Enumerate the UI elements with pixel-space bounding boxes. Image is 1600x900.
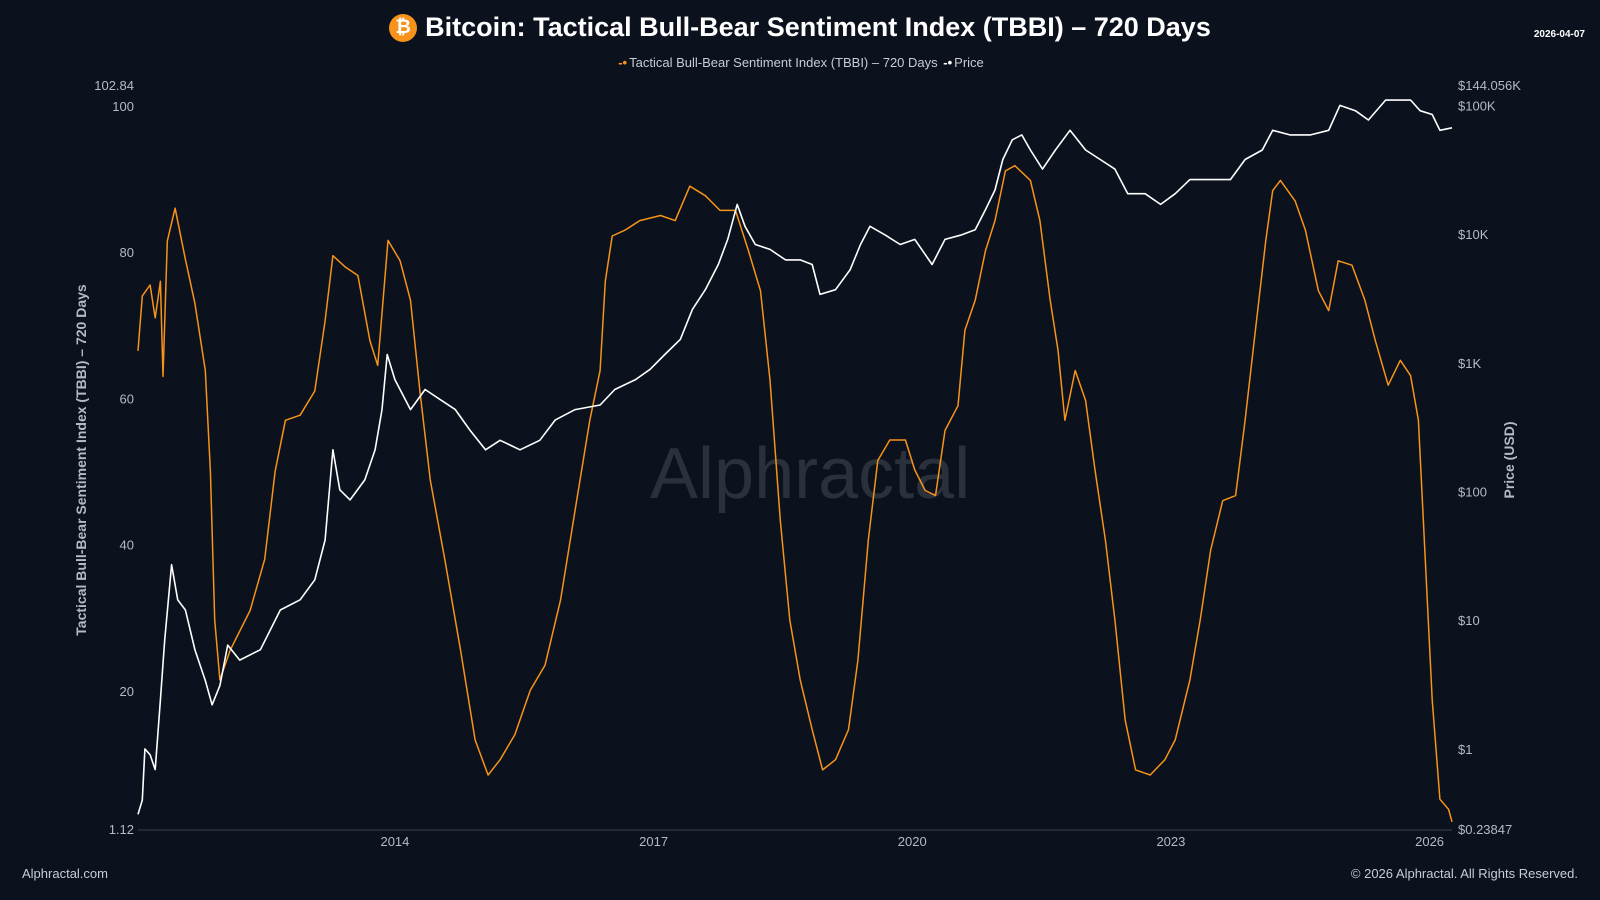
y-right-tick-label: $1K (1458, 356, 1481, 371)
date-label: 2026-04-07 (1533, 29, 1585, 40)
x-tick-label: 2020 (898, 834, 927, 849)
y-left-axis-title: Tactical Bull-Bear Sentiment Index (TBBI… (73, 284, 89, 636)
x-tick-label: 2023 (1156, 834, 1185, 849)
y-right-tick-label: $1 (1458, 742, 1472, 757)
price-line (137, 99, 1453, 815)
bitcoin-icon: ₿ (389, 14, 418, 42)
y-right-axis-title: Price (USD) (1501, 421, 1517, 498)
legend: -• Tactical Bull-Bear Sentiment Index (TB… (0, 55, 1600, 70)
legend-item-price[interactable]: Price (954, 55, 984, 70)
y-left-tick-label: 102.84 (94, 78, 134, 93)
y-left-tick-label: 100 (112, 99, 134, 114)
y-left-tick-label: 80 (120, 245, 134, 260)
legend-item-tbbi[interactable]: Tactical Bull-Bear Sentiment Index (TBBI… (629, 55, 938, 70)
x-tick-label: 2026 (1415, 834, 1444, 849)
y-right-tick-label: $0.23847 (1458, 822, 1512, 837)
y-left-tick-label: 40 (120, 538, 134, 553)
watermark-logo: Alphractal (650, 434, 970, 514)
footer-copyright: © 2026 Alphractal. All Rights Reserved. (1350, 866, 1578, 881)
y-right-tick-label: $100 (1458, 484, 1487, 499)
y-right-tick-label: $100K (1458, 98, 1496, 113)
y-left-tick-label: 60 (120, 391, 134, 406)
y-right-tick-label: $144.056K (1458, 78, 1521, 93)
y-right-tick-label: $10 (1458, 613, 1480, 628)
chart-title-text: Bitcoin: Tactical Bull-Bear Sentiment In… (425, 12, 1211, 42)
x-tick-label: 2014 (380, 834, 409, 849)
x-tick-label: 2017 (639, 834, 668, 849)
tbbi-line (137, 164, 1453, 822)
chart-title: ₿ Bitcoin: Tactical Bull-Bear Sentiment I… (0, 12, 1600, 43)
y-left-tick-label: 1.12 (109, 822, 134, 837)
y-left-tick-label: 20 (120, 684, 134, 699)
legend-marker-tbbi: -• (618, 55, 628, 70)
footer-site[interactable]: Alphractal.com (22, 866, 108, 881)
legend-marker-price: -• (943, 55, 953, 70)
y-right-tick-label: $10K (1458, 227, 1489, 242)
